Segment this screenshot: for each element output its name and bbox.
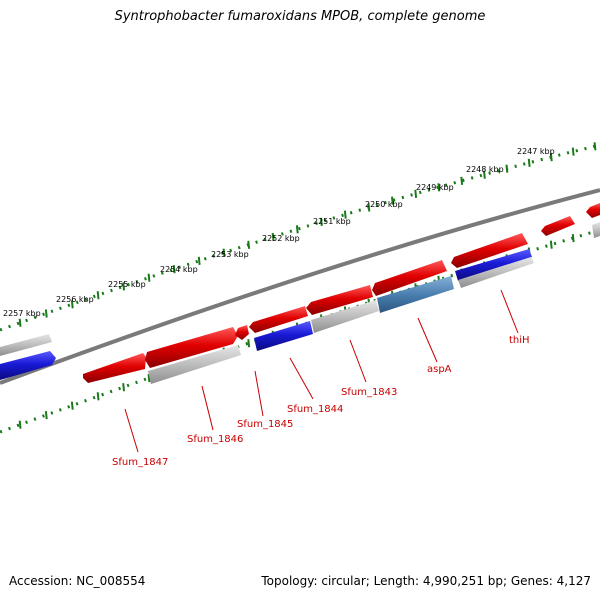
gene-feature[interactable] [592,222,600,238]
leader-line [201,385,214,431]
gene-feature[interactable] [311,300,379,333]
ruler-tick [122,282,125,291]
leader-line [254,370,264,417]
gene-labels: Sfum_1847 Sfum_1846 Sfum_1845 Sfum_1844 … [112,335,530,468]
gene-label[interactable]: Sfum_1843 [341,387,397,398]
gene-feature[interactable] [145,327,238,368]
ruler-tick [343,210,347,219]
ruler-label: 2250 kbp [365,200,403,209]
gene-feature[interactable] [541,216,575,236]
ruler-tick [18,420,22,429]
ruler-tick [44,411,48,420]
ruler-tick [222,248,226,257]
gene-label[interactable]: Sfum_1844 [287,404,343,415]
ruler-label: 2253 kbp [211,250,249,259]
gene-label[interactable]: Sfum_1846 [187,434,243,445]
forward-strand-track [83,203,600,383]
accession-text: Accession: NC_008554 [9,574,146,588]
gene-feature[interactable] [0,351,56,380]
leader-line [124,408,139,453]
ruler-label: 2254 kbp [160,265,198,274]
ruler-tick [527,158,531,167]
reverse-strand-track [0,222,600,384]
ruler-tick [320,217,323,226]
gene-feature[interactable] [148,345,241,384]
gene-feature[interactable] [458,257,534,288]
gene-label[interactable]: Sfum_1847 [112,457,168,468]
genome-backbone [0,188,600,385]
ruler-tick [367,203,371,212]
gene-label[interactable]: thiH [509,335,530,346]
gene-feature[interactable] [372,260,447,296]
ruler-major-ticks [18,142,597,429]
ruler-labels: 2257 kbp 2256 kbp 2255 kbp 2254 kbp 2253… [3,147,555,318]
leader-line [417,317,438,363]
ruler-label: 2252 kbp [262,234,300,243]
ruler-tick [549,240,553,249]
gene-feature[interactable] [235,325,249,340]
ruler-tick [122,383,125,392]
gene-feature[interactable] [83,353,146,383]
leader-line [349,339,367,383]
map-title: Syntrophobacter fumaroxidans MPOB, compl… [114,9,486,24]
gene-feature[interactable] [586,203,600,218]
ruler-tick [414,189,418,198]
ruler-tick [549,153,553,162]
ruler-tick [147,273,151,282]
label-leaders [124,289,519,453]
gene-feature[interactable] [306,285,373,315]
ruler-tick [483,170,486,179]
ruler-tick [505,164,509,173]
ruler-tick [96,392,100,401]
ruler-tick [593,142,597,151]
genome-summary-text: Topology: circular; Length: 4,990,251 bp… [261,574,591,588]
leader-line [289,357,314,400]
ruler-label: 2247 kbp [517,147,555,156]
gene-label[interactable]: aspA [427,364,452,375]
ruler-label: 2248 kbp [466,165,504,174]
ruler-label: 2249 kbp [416,183,454,192]
ruler-label: 2251 kbp [313,217,351,226]
leader-line [500,289,519,334]
gene-feature[interactable] [377,276,454,313]
ruler-label: 2257 kbp [3,309,41,318]
ruler-tick [18,318,22,327]
ruler-tick [147,374,151,383]
ruler-tick [172,265,176,274]
ruler-tick [437,183,441,192]
ruler-tick [271,232,275,242]
ruler-label: 2255 kbp [108,280,146,289]
gene-label[interactable]: Sfum_1845 [237,419,293,430]
ruler-tick [391,196,394,205]
ruler-tick [295,225,299,234]
ruler-tick [247,240,251,249]
ruler-tick [70,401,74,410]
gene-feature[interactable] [0,334,52,356]
ruler-tick [460,176,464,185]
ruler-tick [571,234,575,243]
ruler-label: 2256 kbp [56,295,94,304]
gene-feature[interactable] [254,321,313,351]
ruler-tick [44,309,48,318]
ruler-tick [571,147,575,156]
ruler-tick [96,291,100,300]
gene-feature[interactable] [249,306,308,333]
gene-feature[interactable] [451,233,528,268]
gene-feature[interactable] [455,249,532,281]
ruler-tick [247,339,251,348]
ruler-tick [70,300,74,309]
ruler-tick [197,256,201,265]
